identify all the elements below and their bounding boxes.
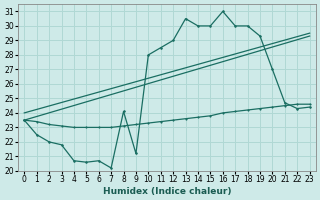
X-axis label: Humidex (Indice chaleur): Humidex (Indice chaleur) <box>103 187 231 196</box>
